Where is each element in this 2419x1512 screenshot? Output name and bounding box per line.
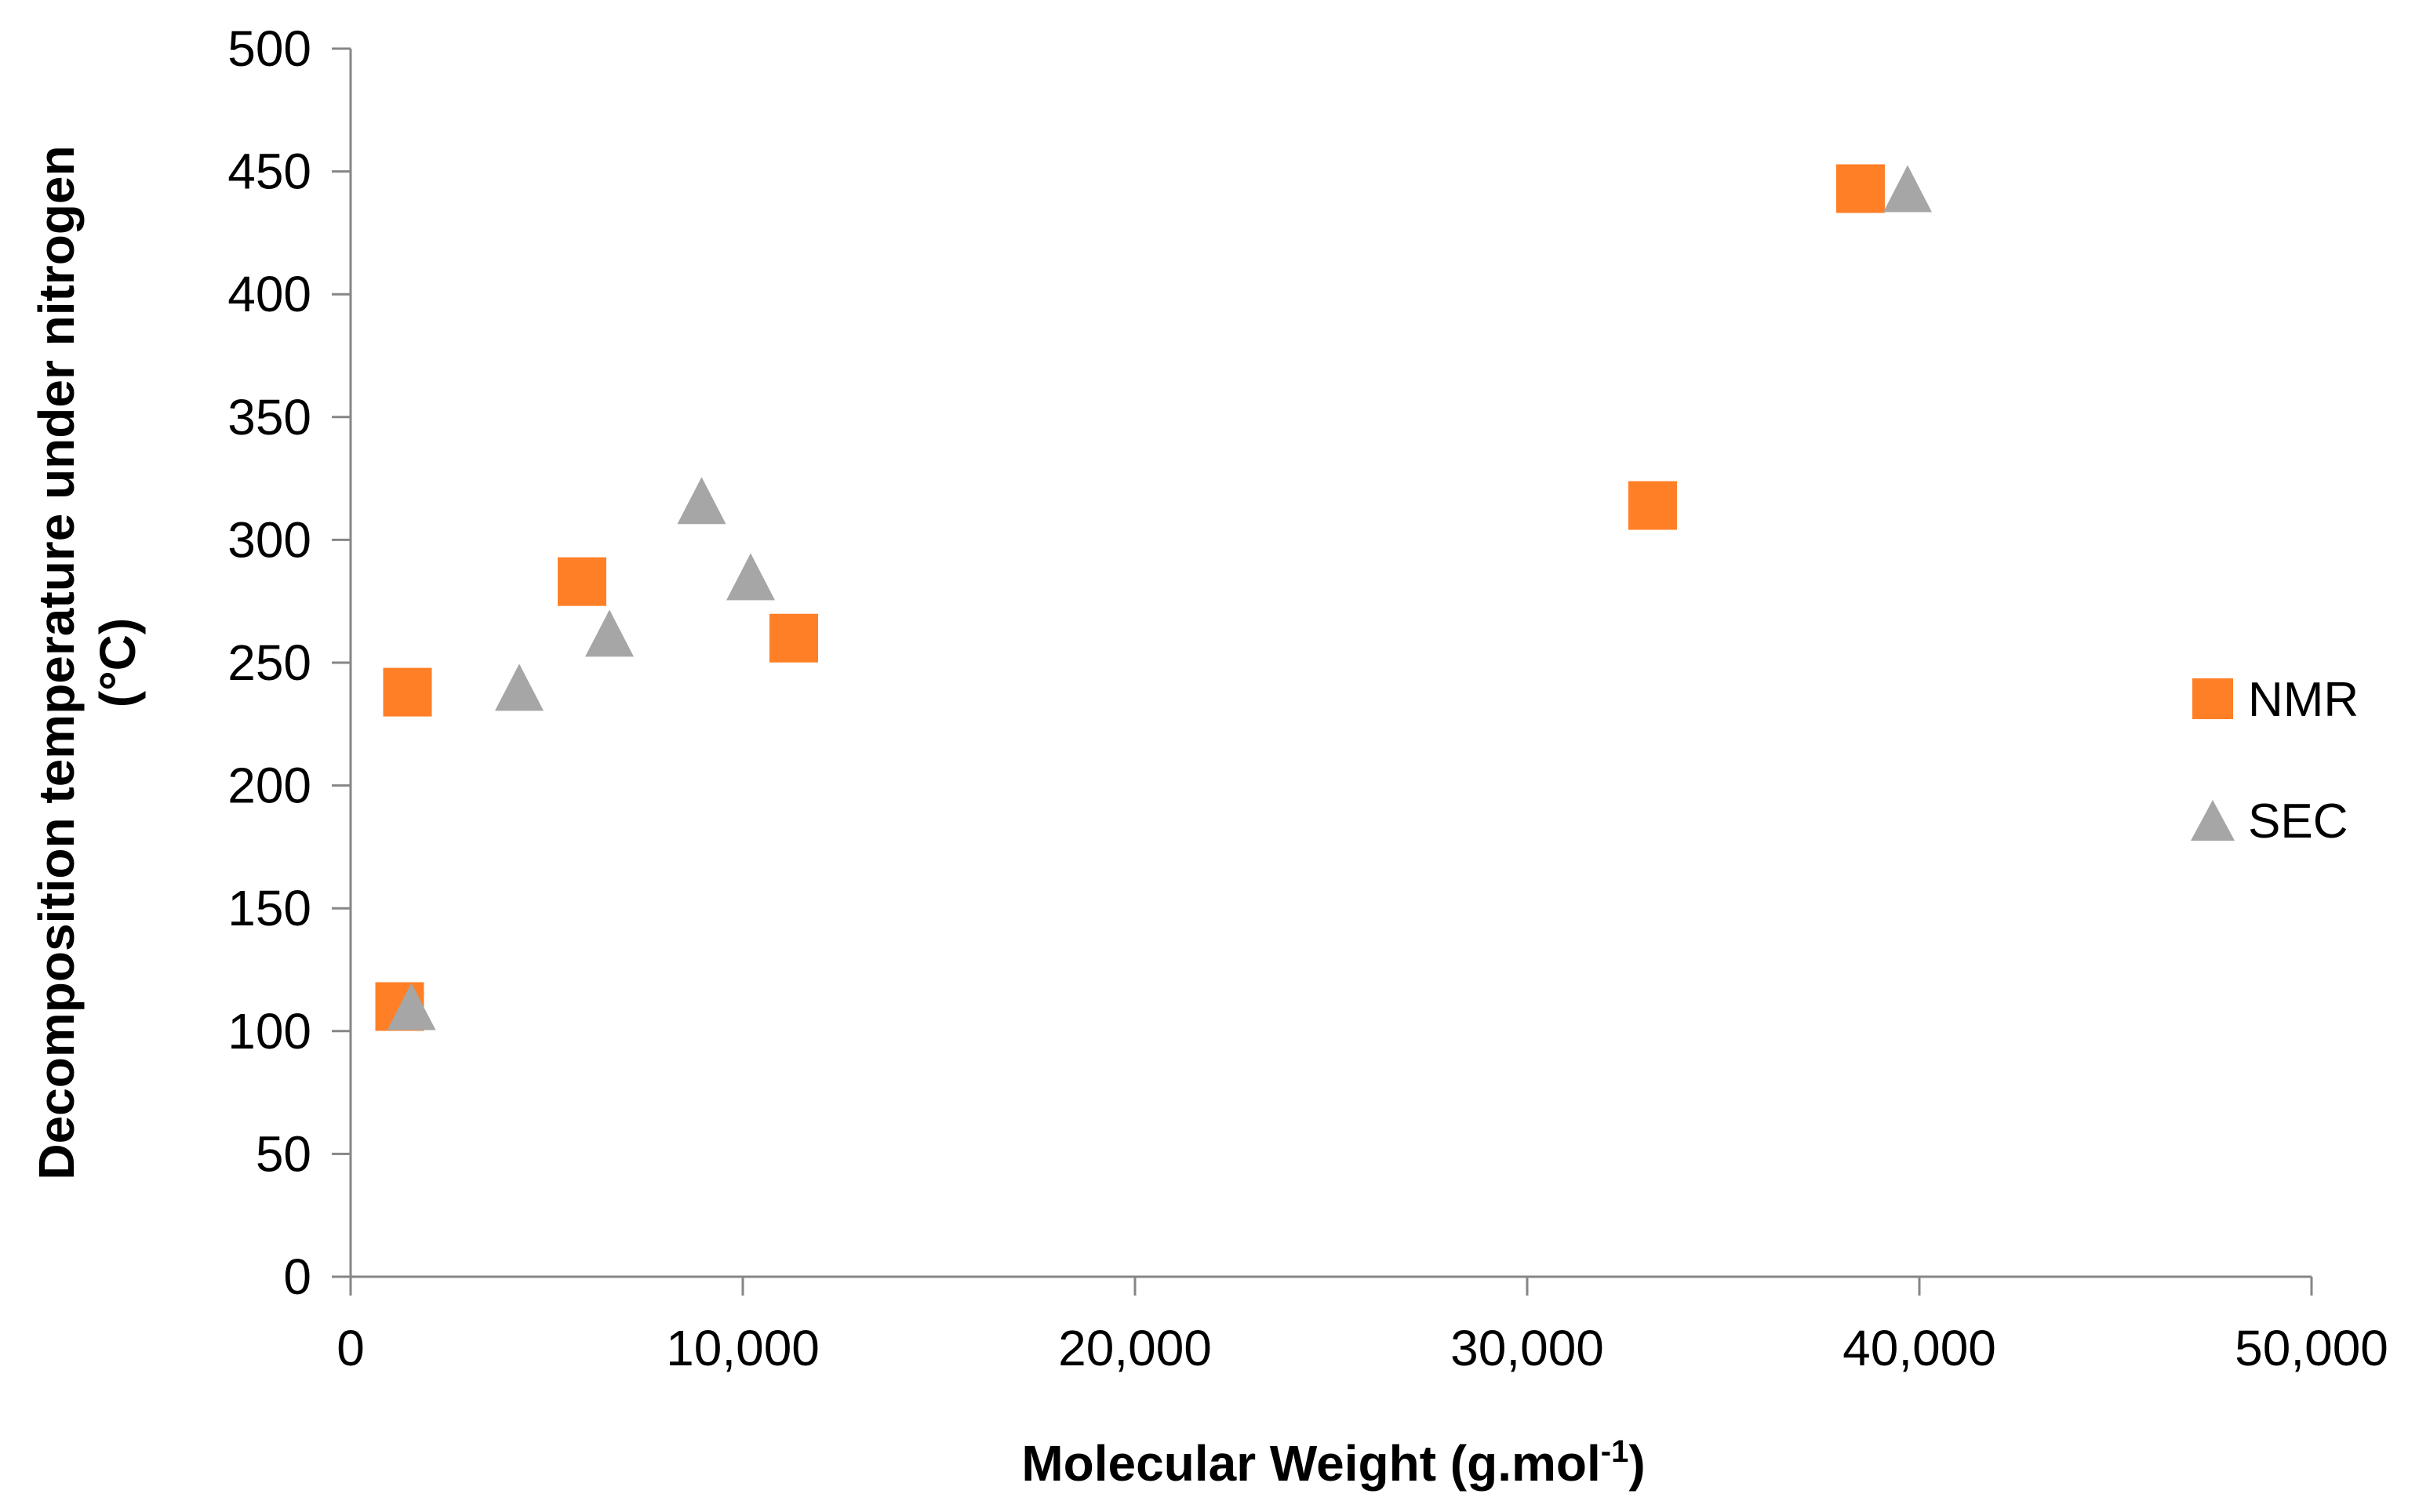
x-axis-title-main: Molecular Weight (g.mol <box>1021 1435 1600 1492</box>
data-point-sec <box>387 983 436 1030</box>
y-axis-title-unit: (°C) <box>89 618 146 707</box>
x-axis-title: Molecular Weight (g.mol-1) <box>1021 1434 1645 1492</box>
x-tick-label: 30,000 <box>1450 1320 1604 1376</box>
data-point-sec <box>677 477 726 525</box>
legend-nmr-label: NMR <box>2248 673 2359 727</box>
data-point-sec <box>1883 165 1932 213</box>
y-axis-ticks: 0 50 100 150 200 250 300 350 400 450 500 <box>227 20 351 1305</box>
y-tick-label: 300 <box>227 511 311 568</box>
data-point-nmr <box>1628 481 1677 530</box>
y-tick-label: 450 <box>227 144 311 200</box>
series-sec <box>387 165 1932 1030</box>
legend: NMR SEC <box>2191 673 2359 849</box>
y-tick-label: 350 <box>227 389 311 445</box>
y-tick-label: 400 <box>227 266 311 322</box>
x-axis-ticks: 0 10,000 20,000 30,000 40,000 50,000 <box>336 1277 2388 1376</box>
x-tick-label: 40,000 <box>1842 1320 1996 1376</box>
x-axis-title-sup: -1 <box>1601 1434 1629 1469</box>
legend-nmr-marker <box>2192 678 2233 719</box>
y-tick-label: 150 <box>227 880 311 936</box>
plot-area <box>351 49 2312 1277</box>
data-point-nmr <box>383 667 432 717</box>
y-axis-title: Decomposition temperature under nitrogen <box>28 145 85 1179</box>
data-point-sec <box>495 663 544 711</box>
data-point-sec <box>726 553 775 601</box>
y-tick-label: 250 <box>227 634 311 691</box>
data-point-sec <box>585 609 634 657</box>
data-point-nmr <box>1836 164 1885 213</box>
x-tick-label: 0 <box>336 1320 365 1376</box>
data-series <box>375 164 1932 1031</box>
x-tick-label: 20,000 <box>1058 1320 1212 1376</box>
y-tick-label: 200 <box>227 758 311 814</box>
y-tick-label: 50 <box>256 1125 311 1182</box>
x-tick-label: 10,000 <box>666 1320 820 1376</box>
y-tick-label: 100 <box>227 1003 311 1059</box>
data-point-nmr <box>558 557 606 606</box>
data-point-nmr <box>769 613 818 663</box>
x-tick-label: 50,000 <box>2235 1320 2388 1376</box>
y-tick-label: 500 <box>227 20 311 77</box>
y-tick-label: 0 <box>283 1248 311 1305</box>
x-axis-title-end: ) <box>1628 1435 1645 1492</box>
legend-sec-marker <box>2191 800 2235 841</box>
legend-sec-label: SEC <box>2248 794 2348 849</box>
